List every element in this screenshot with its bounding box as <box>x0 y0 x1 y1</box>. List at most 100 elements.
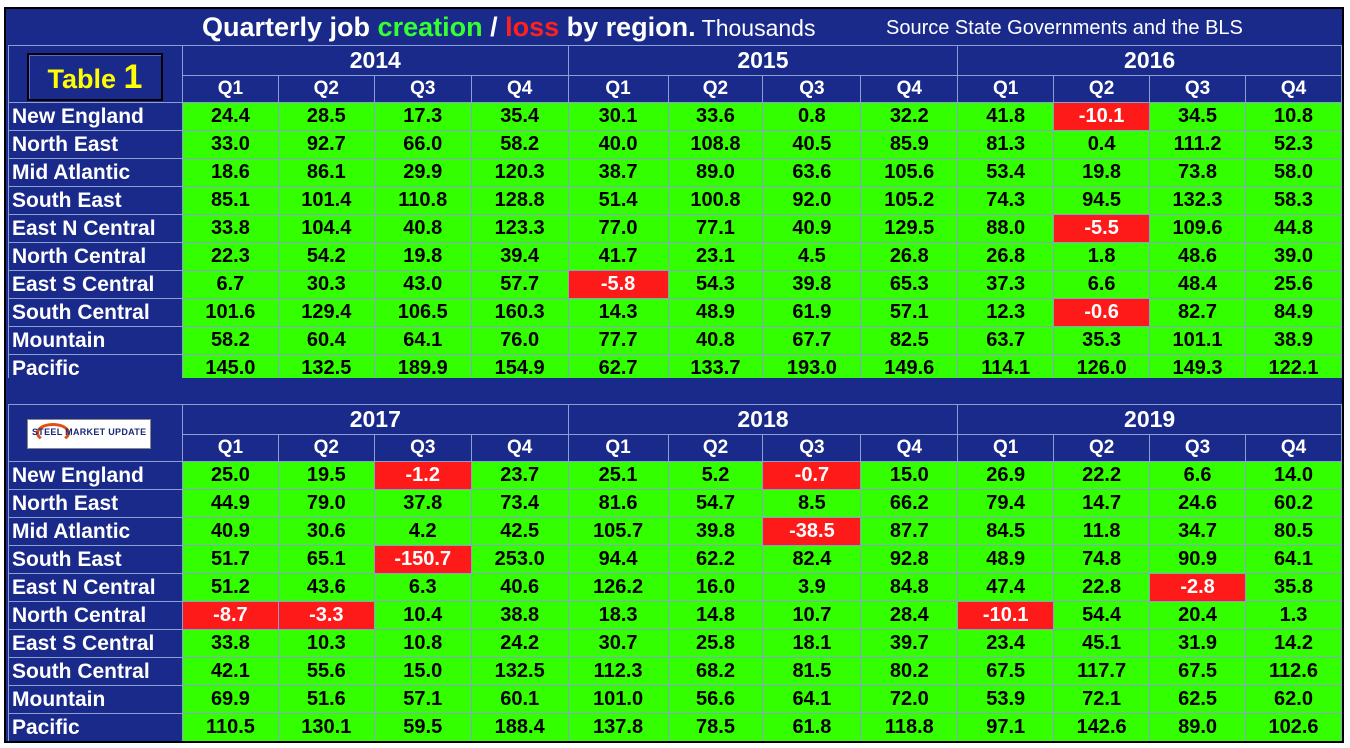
creation-cell: 62.2 <box>667 545 764 574</box>
region-label: East N Central <box>8 214 183 243</box>
quarter-header-2014-q1: Q1 <box>181 75 279 103</box>
creation-cell: 132.5 <box>470 657 569 686</box>
creation-cell: 79.4 <box>957 489 1055 518</box>
loss-cell: -5.5 <box>1053 214 1151 243</box>
creation-cell: 110.8 <box>373 186 472 215</box>
creation-cell: 18.6 <box>181 158 279 187</box>
creation-cell: 101.4 <box>277 186 375 215</box>
loss-cell: -5.8 <box>567 270 669 299</box>
creation-cell: 63.7 <box>957 326 1055 355</box>
creation-cell: 43.6 <box>277 573 375 602</box>
creation-cell: 58.0 <box>1244 158 1342 187</box>
creation-cell: 63.6 <box>762 158 862 187</box>
table-row: North East 44.9 79.0 37.8 73.4 81.6 54.7 8.5 66.… <box>8 489 1342 518</box>
creation-cell: 42.5 <box>470 517 569 546</box>
creation-cell: 100.8 <box>667 186 764 215</box>
creation-cell: 60.2 <box>1245 489 1342 518</box>
creation-cell: 66.2 <box>860 489 959 518</box>
creation-cell: 35.8 <box>1245 573 1342 602</box>
quarter-header-2019-q4: Q4 <box>1245 434 1342 462</box>
creation-cell: 4.2 <box>373 517 472 546</box>
creation-cell: 45.1 <box>1053 629 1151 658</box>
creation-cell: 40.0 <box>567 130 669 159</box>
creation-cell: 26.9 <box>957 461 1055 490</box>
creation-cell: 104.4 <box>277 214 375 243</box>
creation-cell: 105.7 <box>567 517 669 546</box>
table-number-badge: Table 1 <box>27 53 163 101</box>
quarter-header-2017-q3: Q3 <box>373 434 472 462</box>
creation-cell: 14.3 <box>567 298 669 327</box>
creation-cell: 20.4 <box>1149 601 1246 630</box>
creation-cell: 137.8 <box>567 713 669 741</box>
creation-cell: 102.6 <box>1245 713 1342 741</box>
creation-cell: 84.8 <box>860 573 959 602</box>
creation-cell: 23.7 <box>470 461 569 490</box>
table-row: Pacific 110.5 130.1 59.5 188.4 137.8 78.5 61.8 1… <box>8 713 1342 741</box>
creation-cell: 8.5 <box>762 489 862 518</box>
creation-cell: 31.9 <box>1149 629 1246 658</box>
creation-cell: 92.0 <box>762 186 862 215</box>
quarter-header-2015-q2: Q2 <box>667 75 764 103</box>
region-label: Mid Atlantic <box>8 158 183 187</box>
creation-cell: 123.3 <box>470 214 569 243</box>
title-text-2: by region. <box>559 12 696 42</box>
creation-cell: 53.9 <box>957 685 1055 714</box>
creation-cell: 10.3 <box>277 629 375 658</box>
creation-cell: 43.0 <box>373 270 472 299</box>
creation-cell: 54.4 <box>1053 601 1151 630</box>
creation-cell: 48.4 <box>1149 270 1246 299</box>
creation-cell: 112.3 <box>567 657 669 686</box>
creation-cell: 42.1 <box>181 657 279 686</box>
table-row: East N Central 33.8 104.4 40.8 123.3 77.0 77.1… <box>8 214 1342 243</box>
creation-cell: 6.7 <box>181 270 279 299</box>
creation-cell: 81.5 <box>762 657 862 686</box>
creation-cell: 54.2 <box>277 242 375 271</box>
creation-cell: 24.4 <box>181 102 279 131</box>
creation-cell: 25.8 <box>667 629 764 658</box>
creation-cell: 160.3 <box>470 298 569 327</box>
creation-cell: 57.1 <box>373 685 472 714</box>
region-label: Mountain <box>8 326 183 355</box>
creation-cell: 53.4 <box>957 158 1055 187</box>
creation-cell: 81.3 <box>957 130 1055 159</box>
creation-cell: 14.2 <box>1245 629 1342 658</box>
quarter-header-2016-q2: Q2 <box>1053 75 1151 103</box>
creation-cell: 188.4 <box>470 713 569 741</box>
creation-cell: 10.8 <box>373 629 472 658</box>
creation-cell: 89.0 <box>1149 713 1246 741</box>
table-row: Mid Atlantic 40.9 30.6 4.2 42.5 105.7 39.8 -38.… <box>8 517 1342 546</box>
creation-cell: 110.5 <box>181 713 279 741</box>
creation-cell: 118.8 <box>860 713 959 741</box>
creation-cell: 40.8 <box>373 214 472 243</box>
creation-cell: 52.3 <box>1244 130 1342 159</box>
quarter-header-2018-q1: Q1 <box>567 434 669 462</box>
creation-cell: 51.7 <box>181 545 279 574</box>
quarter-header-2016-q4: Q4 <box>1244 75 1342 103</box>
creation-cell: 44.8 <box>1244 214 1342 243</box>
badge-number: 1 <box>123 58 143 96</box>
creation-cell: 54.7 <box>667 489 764 518</box>
creation-cell: 38.9 <box>1244 326 1342 355</box>
creation-cell: 51.4 <box>567 186 669 215</box>
creation-cell: 68.2 <box>667 657 764 686</box>
year-header-2014: 2014 <box>181 45 569 76</box>
creation-cell: 35.4 <box>470 102 569 131</box>
creation-cell: 30.6 <box>277 517 375 546</box>
creation-cell: 105.6 <box>860 158 959 187</box>
creation-cell: 33.8 <box>181 629 279 658</box>
creation-cell: 101.0 <box>567 685 669 714</box>
creation-cell: 58.2 <box>470 130 569 159</box>
region-label: Pacific <box>8 713 183 741</box>
loss-cell: -10.1 <box>957 601 1055 630</box>
loss-cell: -3.3 <box>277 601 375 630</box>
region-label: South East <box>8 545 183 574</box>
creation-cell: 44.9 <box>181 489 279 518</box>
region-label: Mountain <box>8 685 183 714</box>
creation-cell: 62.5 <box>1149 685 1246 714</box>
creation-cell: 39.8 <box>667 517 764 546</box>
year-header-2015: 2015 <box>567 45 959 76</box>
title-units: Thousands <box>701 15 816 41</box>
creation-cell: 88.0 <box>957 214 1055 243</box>
quarter-header-2017-q1: Q1 <box>181 434 279 462</box>
creation-cell: 19.5 <box>277 461 375 490</box>
